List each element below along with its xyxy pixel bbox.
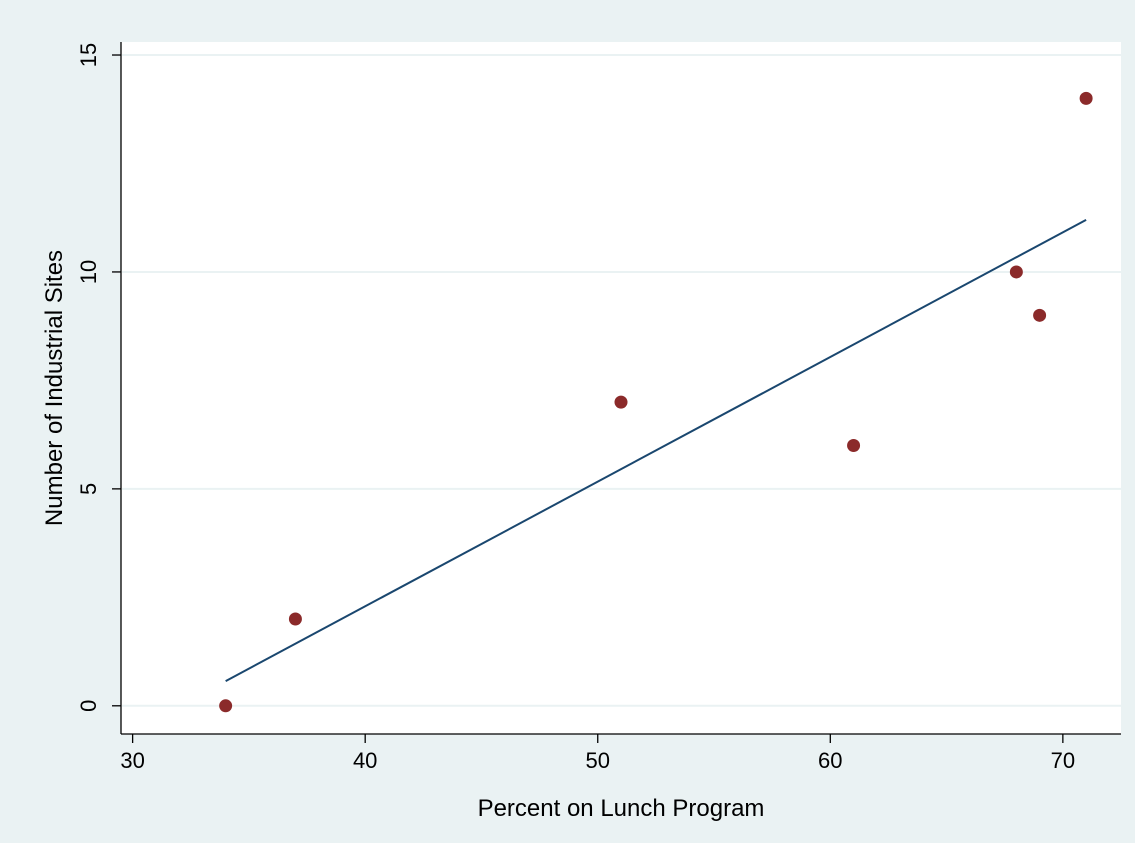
scatter-point bbox=[1009, 265, 1023, 279]
grid-lines bbox=[122, 54, 1121, 707]
fitted-line bbox=[225, 218, 1087, 682]
fit-line-series bbox=[225, 218, 1087, 682]
x-tick-label: 40 bbox=[353, 748, 377, 773]
x-tick-label: 50 bbox=[586, 748, 610, 773]
axis-ticks: 0 5 10 15 30 40 50 60 70 bbox=[76, 43, 1075, 773]
y-tick-label: 0 bbox=[76, 700, 101, 712]
y-tick-label: 10 bbox=[76, 260, 101, 284]
y-tick-label: 15 bbox=[76, 43, 101, 67]
scatter-point bbox=[1079, 91, 1093, 105]
y-tick-label: 5 bbox=[76, 483, 101, 495]
y-axis-label: Number of Industrial Sites bbox=[41, 250, 68, 526]
scatter-point bbox=[288, 612, 302, 626]
x-tick-label: 60 bbox=[818, 748, 842, 773]
scatter-point bbox=[219, 699, 233, 713]
x-tick-label: 70 bbox=[1051, 748, 1075, 773]
x-tick-label: 30 bbox=[120, 748, 144, 773]
x-axis-label: Percent on Lunch Program bbox=[478, 795, 765, 822]
scatter-point bbox=[847, 438, 861, 452]
plot-area bbox=[121, 42, 1121, 734]
axes bbox=[120, 42, 1121, 735]
scatter-point bbox=[1033, 308, 1047, 322]
scatter-point bbox=[614, 395, 628, 409]
scatter-points bbox=[219, 91, 1093, 713]
